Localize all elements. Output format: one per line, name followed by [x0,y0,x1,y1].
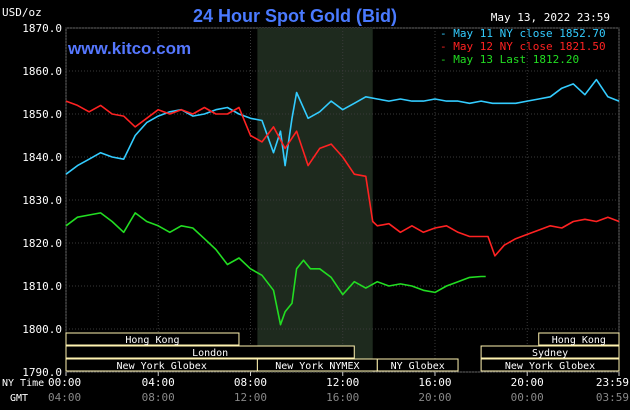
x-row-label-gmt: GMT [10,393,28,404]
session-label: New York Globex [117,361,207,372]
x-tick-label-gmt: 20:00 [418,391,451,404]
series-line-1 [65,78,620,175]
session-label: Hong Kong [552,335,606,346]
session-label: Hong Kong [125,335,179,346]
x-tick-label-ny: 23:59 [596,376,629,389]
session-label: London [192,348,228,359]
session-label: New York Globex [505,361,595,372]
x-tick-label-ny: 12:00 [326,376,359,389]
x-tick-label-gmt: 08:00 [142,391,175,404]
x-tick-label-ny: 16:00 [418,376,451,389]
session-box [538,332,620,346]
y-tick-label: 1790.0 [22,366,62,379]
chart-title: 24 Hour Spot Gold (Bid) [193,6,397,26]
y-axis: 1870.0 1860.0 1850.0 1840.0 1830.0 1820.0 1810… [22,22,62,379]
datetime-label: May 13, 2022 23:59 [491,11,610,24]
session-box [65,345,355,359]
session-box [480,345,620,359]
legend-entry: - May 13 Last 1812.20 [440,53,579,66]
legend-entry: - May 12 NY close 1821.50 [440,40,606,53]
unit-label: USD/oz [2,6,42,19]
y-tick-label: 1800.0 [22,323,62,336]
y-tick-label: 1830.0 [22,194,62,207]
series-line-2 [65,100,620,257]
legend-entry: - May 11 NY close 1852.70 [440,27,606,40]
x-tick-label-gmt: 03:59 [596,391,629,404]
trading-sessions: Hong Kong Hong Kong London Sydney New York G… [65,332,620,372]
session-label: New York NYMEX [275,361,359,372]
session-box [376,358,459,372]
x-row-label-ny: NY Time [2,378,44,389]
session-label: NY Globex [391,361,445,372]
x-tick-label-gmt: 12:00 [234,391,267,404]
x-tick-label-gmt: 00:00 [511,391,544,404]
session-box [480,358,620,372]
x-tick-label-ny: 20:00 [511,376,544,389]
series-lines [65,78,620,326]
session-label: Sydney [532,348,568,359]
brand-watermark: www.kitco.com [67,39,191,58]
x-axis: 00:00 04:00 08:00 12:00 16:00 20:00 23:59 04:00… [2,372,629,404]
x-tick-label-gmt: 04:00 [48,391,81,404]
x-tick-label-ny: 00:00 [48,376,81,389]
y-tick-label: 1860.0 [22,65,62,78]
y-tick-label: 1840.0 [22,151,62,164]
legend: - May 11 NY close 1852.70- May 12 NY clo… [440,27,606,66]
x-tick-label-ny: 08:00 [234,376,267,389]
x-tick-label-ny: 04:00 [142,376,175,389]
y-tick-label: 1870.0 [22,22,62,35]
series-line-3 [65,212,486,326]
y-tick-label: 1810.0 [22,280,62,293]
x-tick-label-gmt: 16:00 [326,391,359,404]
y-tick-label: 1850.0 [22,108,62,121]
y-tick-label: 1820.0 [22,237,62,250]
session-box [65,332,240,346]
